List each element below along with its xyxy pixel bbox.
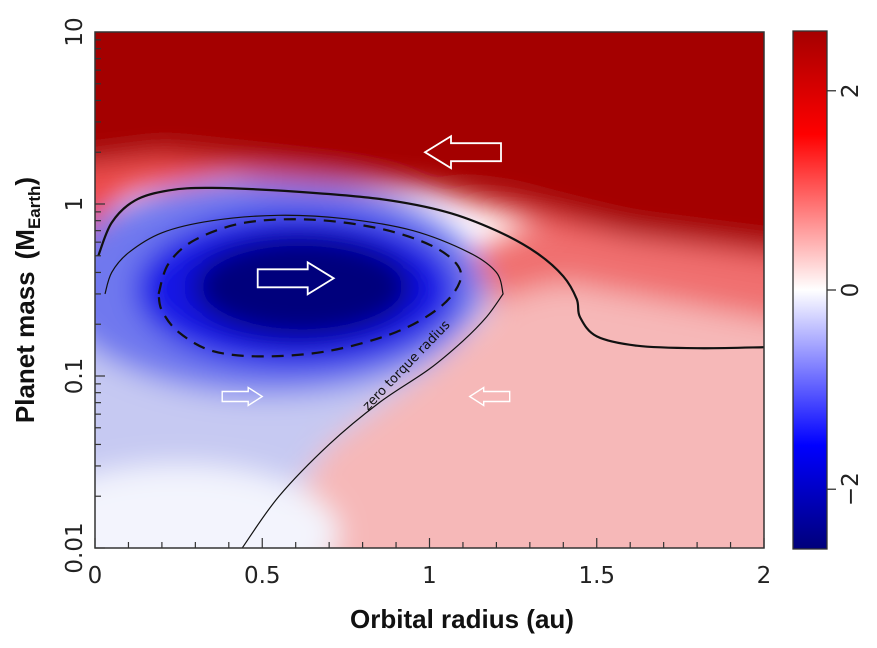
colorbar: 2 0 −2 bbox=[792, 30, 864, 550]
weak-torque-fade bbox=[95, 464, 339, 548]
colorbar-tick-label: −2 bbox=[838, 472, 864, 506]
x-axis-title: Orbital radius (au) bbox=[350, 604, 574, 634]
positive-torque-band bbox=[95, 152, 764, 260]
migration-arrow-right bbox=[256, 260, 336, 296]
x-tick-label: 0 bbox=[88, 563, 103, 589]
positive-torque-region-strong bbox=[95, 32, 764, 252]
negative-dashed-contour bbox=[157, 218, 463, 358]
y-axis-title-unit: M bbox=[10, 229, 40, 251]
y-tick-label: 0.1 bbox=[62, 358, 88, 395]
outer-contour bbox=[97, 186, 764, 350]
y-axis-title-paren-close: ) bbox=[10, 177, 40, 186]
contours bbox=[97, 186, 764, 548]
colorbar-gradient bbox=[792, 30, 828, 550]
y-axis-title-unit-sub: Earth bbox=[25, 186, 44, 229]
zero-torque-contour bbox=[104, 214, 504, 548]
migration-arrow-right bbox=[221, 386, 264, 407]
x-tick-label: 0.5 bbox=[244, 563, 281, 589]
x-axis: 0 0.5 1 1.5 2 bbox=[88, 538, 772, 589]
migration-arrow-left bbox=[468, 386, 511, 407]
y-axis: 0.01 0.1 1 10 bbox=[62, 17, 105, 574]
y-tick-label: 1 bbox=[62, 197, 88, 212]
heatmap bbox=[95, 32, 764, 548]
migration-arrow-left bbox=[423, 134, 502, 170]
x-tick-label: 1.5 bbox=[578, 563, 615, 589]
y-axis-title: Planet mass (MEarth) bbox=[10, 177, 44, 423]
x-tick-label: 2 bbox=[757, 563, 772, 589]
x-tick-label: 1 bbox=[422, 563, 437, 589]
positive-torque-region-medium bbox=[429, 225, 764, 351]
positive-torque-region-weak bbox=[261, 255, 764, 548]
y-tick-label: 0.01 bbox=[62, 522, 88, 573]
colorbar-tick-label: 2 bbox=[838, 83, 864, 98]
y-axis-title-paren-open: ( bbox=[10, 250, 40, 259]
colorbar-tick-label: 0 bbox=[838, 283, 864, 298]
y-tick-label: 10 bbox=[62, 17, 88, 46]
y-axis-title-main: Planet mass bbox=[10, 271, 40, 423]
migration-arrows bbox=[221, 134, 511, 407]
